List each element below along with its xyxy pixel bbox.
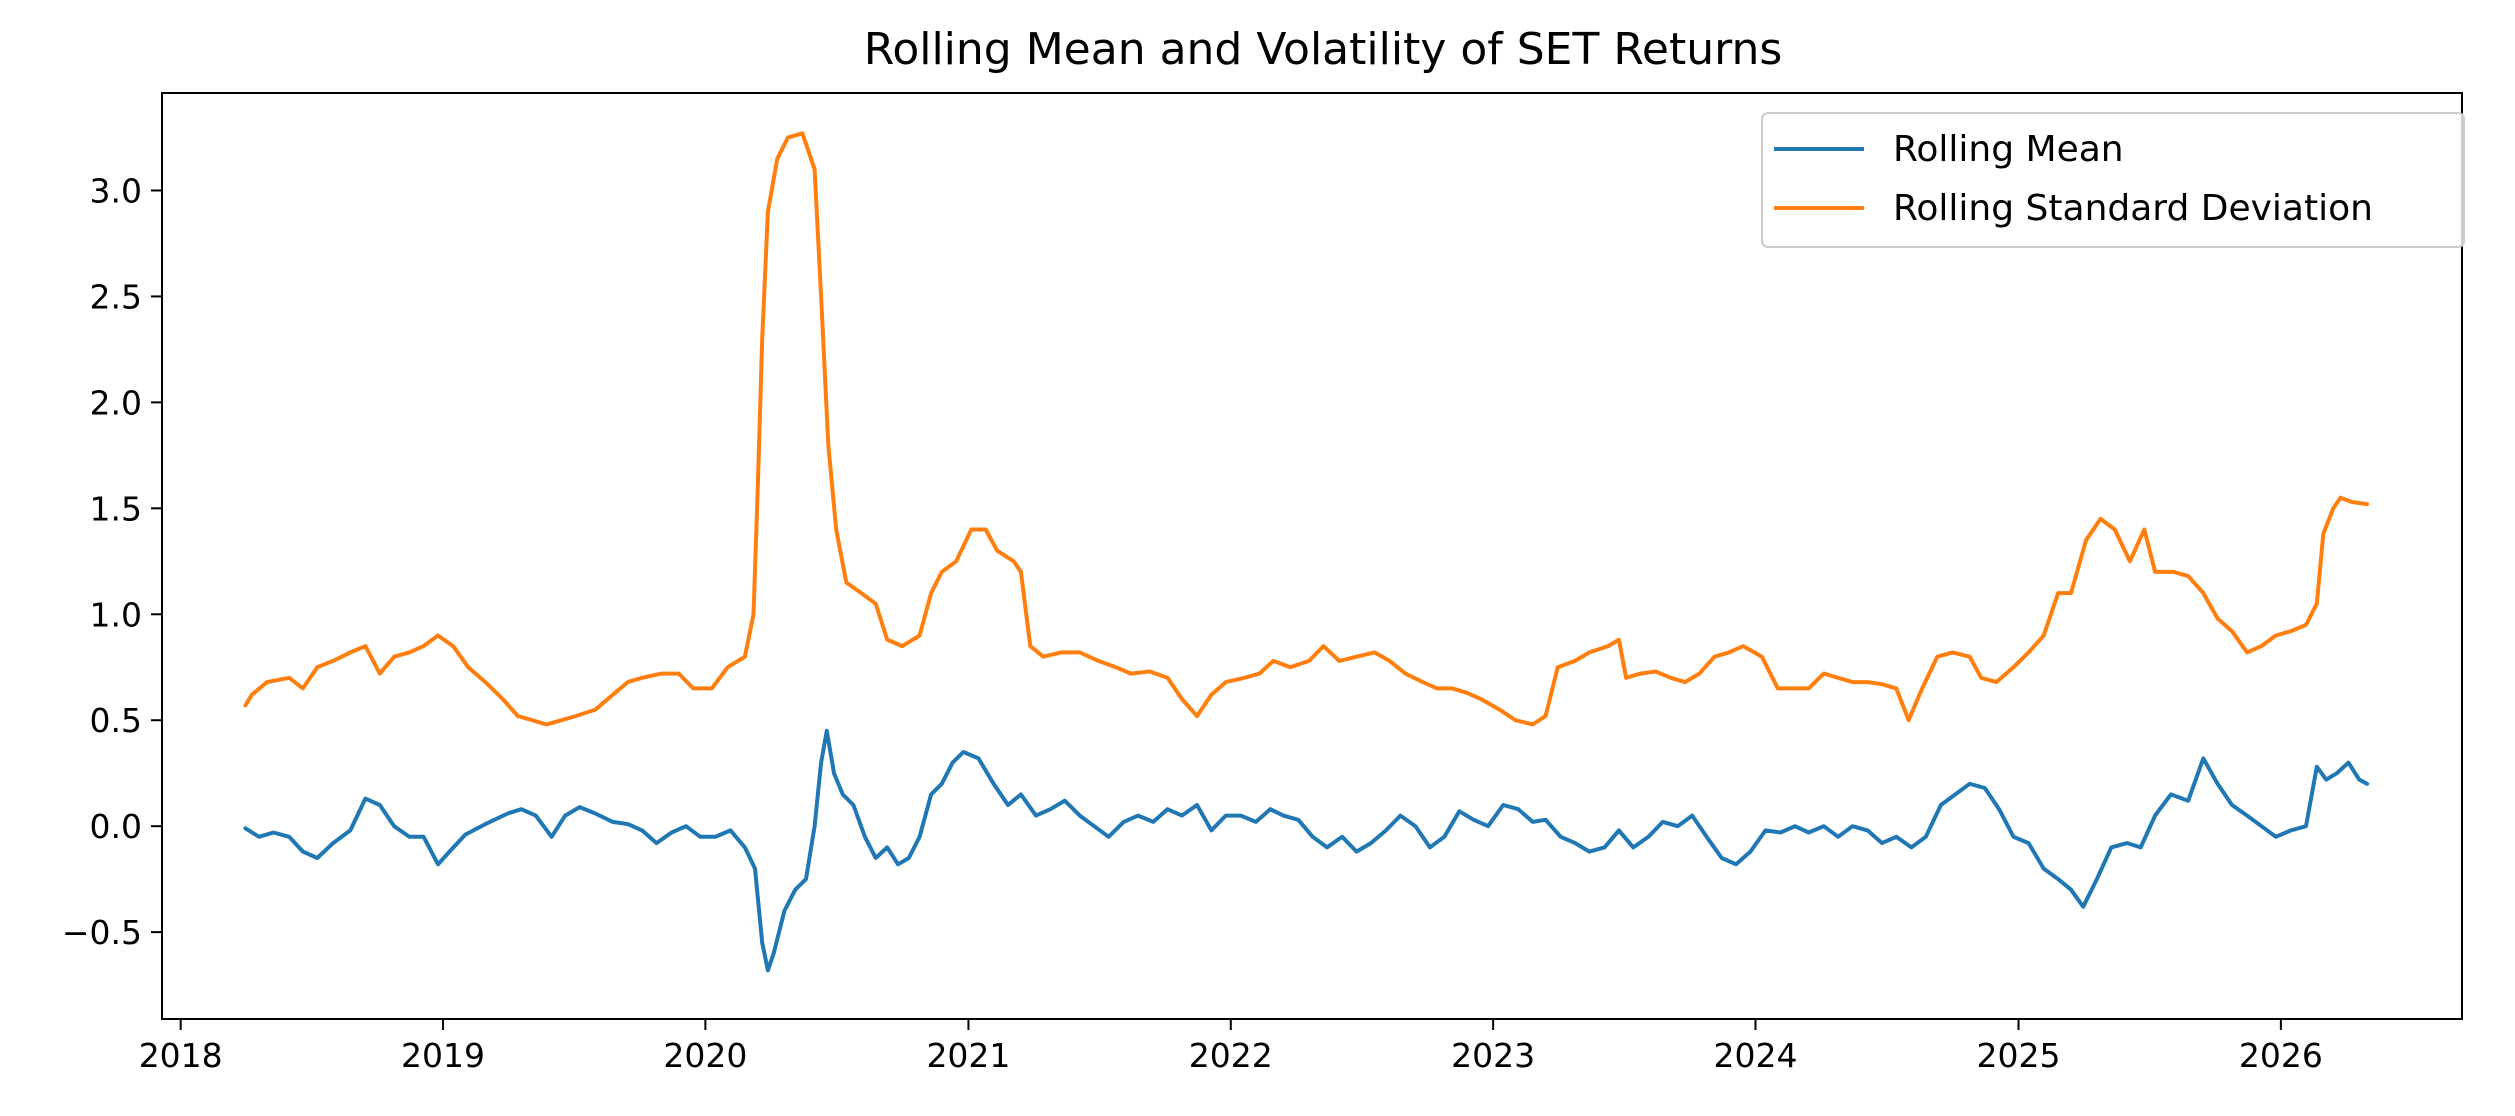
series-line-rolling-std [243,131,2370,727]
x-tick-label: 2024 [1713,1036,1797,1075]
plot-area-frame [161,92,2463,1020]
y-tick-label: 0.5 [90,701,142,740]
y-tick-label: 1.0 [90,595,142,634]
y-tick-label: −0.5 [62,913,142,952]
x-tick-label: 2026 [2239,1036,2323,1075]
chart-legend: Rolling Mean Rolling Standard Deviation [1761,112,2465,248]
y-tick-label: 0.0 [90,807,142,846]
plot-series [243,131,2370,973]
chart-title: Rolling Mean and Volatility of SET Retur… [864,24,1783,75]
series-line-rolling-mean [243,728,2370,973]
y-tick-label: 2.5 [90,277,142,316]
x-tick-label: 2023 [1451,1036,1535,1075]
x-tick-label: 2018 [139,1036,223,1075]
y-tick-label: 1.5 [90,489,142,528]
y-tick-label: 3.0 [90,171,142,210]
x-tick-label: 2019 [401,1036,485,1075]
legend-label-rolling-std: Rolling Standard Deviation [1893,188,2373,229]
x-tick-label: 2025 [1977,1036,2061,1075]
legend-label-rolling-mean: Rolling Mean [1893,129,2124,170]
legend-box [1761,112,2465,248]
x-tick-label: 2021 [926,1036,1010,1075]
y-tick-label: 2.0 [90,383,142,422]
axis-ticks: 2018 2019 2020 2021 2022 2023 2024 2025 2026 −0.5… [62,171,2323,1075]
x-tick-label: 2020 [663,1036,747,1075]
x-tick-label: 2022 [1189,1036,1273,1075]
